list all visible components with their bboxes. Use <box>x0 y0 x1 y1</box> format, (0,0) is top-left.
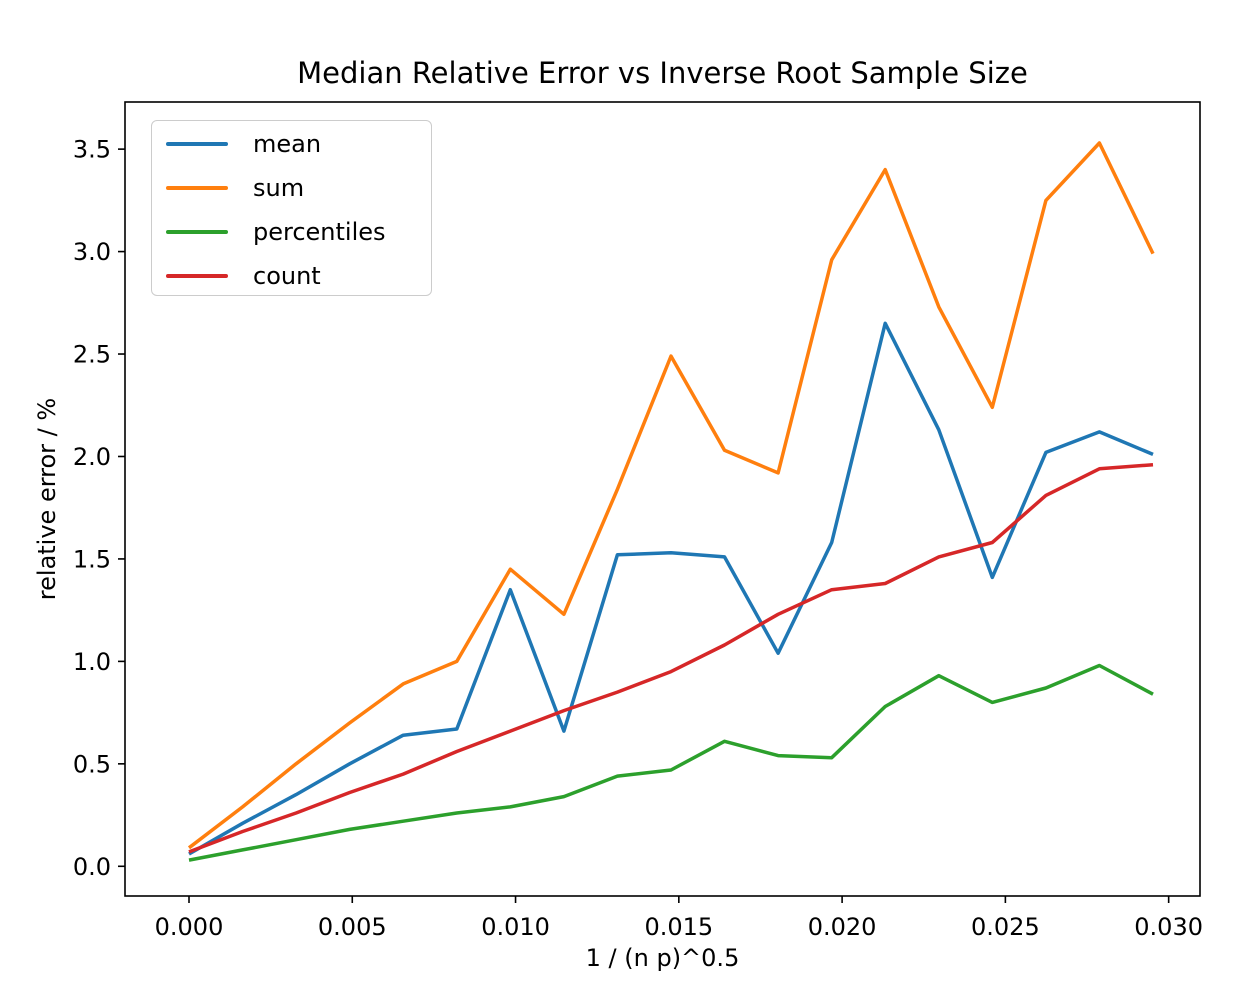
y-tick-label: 0.5 <box>73 750 111 778</box>
legend: mean sum percentiles count <box>151 120 432 296</box>
y-tick-label: 1.0 <box>73 648 111 676</box>
series-line-mean <box>188 321 1154 856</box>
x-tick-label: 0.010 <box>481 913 550 941</box>
legend-label: mean <box>253 130 322 158</box>
legend-line-sample-count <box>166 274 228 278</box>
x-tick-label: 0.025 <box>971 913 1040 941</box>
series-line-sum <box>187 141 1155 850</box>
axes-spines <box>124 101 1201 897</box>
legend-label: count <box>253 262 321 290</box>
legend-entry-count: count <box>166 254 431 298</box>
legend-entry-percentiles: percentiles <box>166 210 431 254</box>
x-axis-label: 1 / (n p)^0.5 <box>585 944 740 972</box>
legend-line-sample-mean <box>166 142 228 146</box>
legend-line-sample-percentiles <box>166 230 228 234</box>
series-line-percentiles <box>188 663 1154 862</box>
legend-label: percentiles <box>253 218 386 246</box>
chart-title: Median Relative Error vs Inverse Root Sa… <box>297 56 1028 90</box>
legend-entry-sum: sum <box>166 166 431 210</box>
y-tick-label: 3.5 <box>73 136 111 164</box>
x-tick-label: 0.020 <box>808 913 877 941</box>
x-tick-label: 0.000 <box>155 913 224 941</box>
legend-entry-mean: mean <box>166 122 431 166</box>
x-tick-label: 0.015 <box>644 913 713 941</box>
x-tick-label: 0.030 <box>1134 913 1203 941</box>
y-tick-label: 2.5 <box>73 341 111 369</box>
legend-line-sample-sum <box>166 186 228 190</box>
y-tick-label: 1.5 <box>73 545 111 573</box>
x-tick-label: 0.005 <box>318 913 387 941</box>
y-tick-label: 0.0 <box>73 853 111 881</box>
series-line-count <box>188 462 1154 854</box>
legend-label: sum <box>253 174 305 202</box>
y-tick-label: 2.0 <box>73 443 111 471</box>
y-tick-label: 3.0 <box>73 238 111 266</box>
